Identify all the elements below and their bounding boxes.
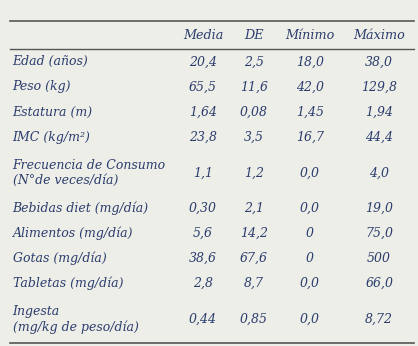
Text: 0,44: 0,44: [189, 313, 217, 326]
Text: Estatura (m): Estatura (m): [13, 106, 93, 118]
Text: Media: Media: [183, 28, 223, 42]
Text: 2,8: 2,8: [193, 277, 213, 290]
Text: Bebidas diet (mg/día): Bebidas diet (mg/día): [13, 202, 149, 215]
Text: 2,1: 2,1: [244, 202, 264, 215]
Text: 75,0: 75,0: [365, 227, 393, 240]
Text: 1,1: 1,1: [193, 166, 213, 179]
Text: 23,8: 23,8: [189, 130, 217, 144]
Text: IMC (kg/m²): IMC (kg/m²): [13, 130, 90, 144]
Text: 1,94: 1,94: [365, 106, 393, 118]
Text: 1,64: 1,64: [189, 106, 217, 118]
Text: Frecuencia de Consumo
(N°de veces/día): Frecuencia de Consumo (N°de veces/día): [13, 158, 166, 187]
Text: Peso (kg): Peso (kg): [13, 80, 71, 93]
Text: 0,0: 0,0: [300, 277, 320, 290]
Text: Edad (años): Edad (años): [13, 55, 88, 69]
Text: 14,2: 14,2: [240, 227, 268, 240]
Text: 0,08: 0,08: [240, 106, 268, 118]
Text: 18,0: 18,0: [296, 55, 324, 69]
Text: 3,5: 3,5: [244, 130, 264, 144]
Text: 0,0: 0,0: [300, 166, 320, 179]
Text: 66,0: 66,0: [365, 277, 393, 290]
Text: 42,0: 42,0: [296, 80, 324, 93]
Text: 5,6: 5,6: [193, 227, 213, 240]
Text: 19,0: 19,0: [365, 202, 393, 215]
Text: 0,30: 0,30: [189, 202, 217, 215]
Text: 38,0: 38,0: [365, 55, 393, 69]
Text: 11,6: 11,6: [240, 80, 268, 93]
Text: 38,6: 38,6: [189, 252, 217, 265]
Text: 8,72: 8,72: [365, 313, 393, 326]
Text: 4,0: 4,0: [369, 166, 389, 179]
Text: 0: 0: [306, 227, 314, 240]
Text: 65,5: 65,5: [189, 80, 217, 93]
Text: 2,5: 2,5: [244, 55, 264, 69]
Text: 44,4: 44,4: [365, 130, 393, 144]
Text: 16,7: 16,7: [296, 130, 324, 144]
Text: Tabletas (mg/día): Tabletas (mg/día): [13, 277, 123, 290]
Text: 1,2: 1,2: [244, 166, 264, 179]
Text: 129,8: 129,8: [361, 80, 397, 93]
Text: Ingesta
(mg/kg de peso/día): Ingesta (mg/kg de peso/día): [13, 305, 138, 334]
Text: 67,6: 67,6: [240, 252, 268, 265]
Text: 0,0: 0,0: [300, 313, 320, 326]
Text: 20,4: 20,4: [189, 55, 217, 69]
Text: 0: 0: [306, 252, 314, 265]
Text: Máximo: Máximo: [353, 28, 405, 42]
Text: DE: DE: [244, 28, 264, 42]
Text: 1,45: 1,45: [296, 106, 324, 118]
Text: 0,0: 0,0: [300, 202, 320, 215]
Text: Gotas (mg/día): Gotas (mg/día): [13, 252, 106, 265]
Text: 8,7: 8,7: [244, 277, 264, 290]
Text: Mínimo: Mínimo: [285, 28, 334, 42]
Text: 0,85: 0,85: [240, 313, 268, 326]
Text: 500: 500: [367, 252, 391, 265]
Text: Alimentos (mg/día): Alimentos (mg/día): [13, 227, 133, 240]
